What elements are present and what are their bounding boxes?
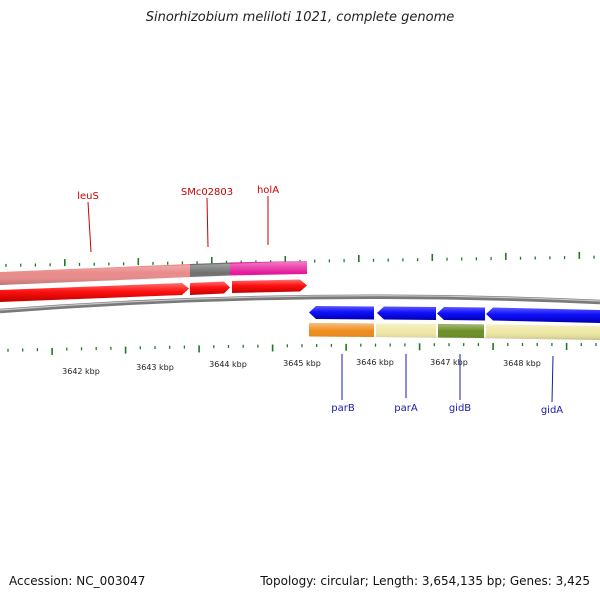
forward-band-sheen [0,261,307,285]
reverse-band-sheen [309,323,600,340]
map-title: Sinorhizobium meliloti 1021, complete ge… [145,10,455,25]
scale-label: 3644 kbp [209,360,247,369]
accession-text: Accession: NC_003047 [9,574,146,588]
gene-label-leuS[interactable]: leuS [77,191,99,202]
leader-leuS [87,201,92,253]
scale-label: 3643 kbp [136,363,174,372]
forward-gene-labels: leuS SMc02803 holA [77,185,279,253]
scale-label: 3647 kbp [430,358,468,367]
gene-label-parB[interactable]: parB [331,403,355,414]
cds-arrow-4[interactable] [309,306,374,320]
reverse-feature-band [309,323,600,340]
gene-label-gidA[interactable]: gidA [541,405,563,416]
scale-label: 3642 kbp [62,367,100,376]
gene-label-gidB[interactable]: gidB [449,403,471,414]
forward-tick-row [5,251,595,267]
gene-label-SMc02803[interactable]: SMc02803 [181,187,233,198]
reverse-tick-row [7,343,597,355]
genome-summary-text: Topology: circular; Length: 3,654,135 bp… [260,574,590,588]
cds-arrow-5[interactable] [377,306,436,321]
reverse-cds-track [309,306,600,323]
genome-backbone [0,294,600,314]
cds-arrow-6[interactable] [437,307,485,321]
gene-label-parA[interactable]: parA [394,403,418,414]
forward-feature-band [0,261,307,285]
scale-label: 3646 kbp [356,358,394,367]
cds-arrow-2[interactable] [190,281,230,296]
genome-backbone-highlight [0,295,600,311]
scale-label: 3648 kbp [503,359,541,368]
leader-SMc02803 [206,197,209,248]
cds-arrow-1[interactable] [0,283,189,302]
reverse-gene-labels: parB parA gidB gidA [331,354,563,416]
cds-arrow-7[interactable] [486,307,600,324]
cds-arrow-3[interactable] [232,279,307,294]
forward-cds-track [0,279,307,302]
scale-label: 3645 kbp [283,359,321,368]
leader-gidA [551,355,554,403]
gene-label-holA[interactable]: holA [257,185,279,196]
scale-labels: 3642 kbp 3643 kbp 3644 kbp 3645 kbp 3646… [62,358,541,376]
